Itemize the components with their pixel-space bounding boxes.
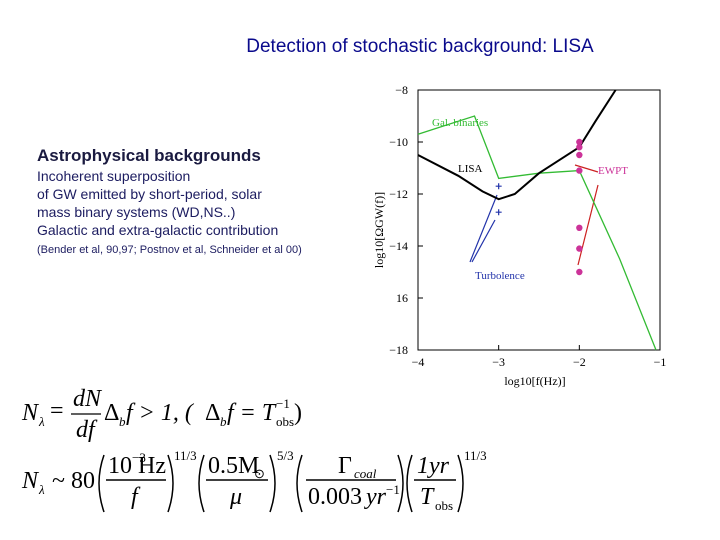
series-label: Gal. binaries	[432, 117, 488, 129]
series-label: Turbolence	[475, 270, 525, 282]
paren	[167, 454, 174, 513]
eq-sup: 11/3	[464, 448, 487, 463]
y-axis-label: log10[ΩGW(f)]	[372, 192, 386, 268]
eq-sub: b	[119, 414, 126, 429]
point	[576, 144, 583, 151]
point	[576, 167, 583, 174]
eq-term: ~ 80	[52, 468, 95, 494]
eq-term: f = T	[227, 400, 277, 426]
arrow	[471, 219, 496, 263]
plot-frame	[417, 89, 661, 351]
eq-term: N	[21, 400, 40, 426]
x-tick-label: −1	[654, 355, 667, 369]
x-axis-label: log10[f(Hz)]	[504, 374, 565, 388]
point	[576, 151, 583, 159]
eq-sup: −1	[276, 396, 290, 411]
point	[576, 245, 583, 252]
y-tick-label: −18	[389, 343, 408, 357]
plus-marker	[495, 183, 502, 190]
y-tick-label: 16	[396, 291, 408, 305]
y-tick-label: −10	[389, 135, 408, 149]
body-line: of GW emitted by short-period, solar	[37, 186, 262, 202]
x-tick-label: −4	[412, 355, 425, 369]
point	[576, 268, 583, 276]
paren	[269, 454, 276, 513]
slide-title: Detection of stochastic background: LISA	[246, 36, 594, 57]
eq-term: dN	[73, 386, 103, 412]
body-line: mass binary systems (WD,NS..)	[37, 204, 235, 220]
eq-sup: −3	[132, 450, 146, 465]
x-tick-label: −2	[573, 355, 586, 369]
paren	[406, 454, 413, 513]
y-tick-label: −14	[389, 239, 408, 253]
arrow	[469, 194, 498, 263]
body-line: Galactic and extra-galactic contribution	[37, 222, 278, 238]
paren	[98, 454, 105, 513]
point	[576, 138, 583, 146]
eq-sup: 5/3	[277, 448, 294, 463]
curve	[417, 89, 617, 201]
paren	[457, 454, 464, 513]
eq-sup: 11/3	[174, 448, 197, 463]
point	[576, 224, 583, 231]
eq-sub: ⊙	[254, 466, 265, 481]
eq-sub: obs	[435, 498, 453, 513]
eq-sub: λ	[38, 414, 45, 429]
arrow	[574, 164, 599, 173]
eq-sub: λ	[38, 482, 45, 497]
series-label: EWPT	[598, 165, 628, 177]
eq-sup: −1	[386, 482, 400, 497]
eq-term: yr	[364, 484, 387, 510]
eq-term: T	[420, 484, 435, 510]
figure: log10[ΩGW(f)] log10[f(Hz)] −8 −10 −12 −14 16…	[372, 83, 666, 388]
eq-term: =	[50, 398, 64, 424]
y-tick-label: −8	[395, 83, 408, 97]
paren	[296, 454, 303, 513]
equation-2-text: N λ ~ 80 10 −3 Hz f 11/3 0.5M ⊙ μ 5/3 Γ …	[21, 448, 487, 513]
eq-term: f	[131, 484, 141, 510]
series-label: LISA	[458, 163, 483, 175]
x-tick-label: −3	[492, 355, 505, 369]
paren	[198, 454, 205, 513]
body-line: Incoherent superposition	[37, 168, 190, 184]
eq-term: Δ	[205, 400, 220, 426]
eq-term: 0.003	[308, 484, 362, 510]
eq-term: Γ	[338, 453, 352, 479]
heading: Astrophysical backgrounds	[37, 146, 261, 165]
eq-term: N	[21, 468, 40, 494]
paren	[397, 454, 404, 513]
eq-term: Δ	[104, 400, 119, 426]
y-tick-label: −12	[389, 187, 408, 201]
eq-sub: b	[220, 414, 227, 429]
eq-term: )	[294, 400, 302, 426]
arrow	[577, 184, 599, 266]
eq-term: μ	[229, 484, 242, 510]
plus-marker	[495, 209, 502, 216]
equation-2	[98, 454, 464, 513]
citation: (Bender et al, 90,97; Postnov et al, Sch…	[37, 244, 302, 256]
eq-term: 1yr	[417, 453, 450, 479]
eq-term: Hz	[138, 453, 166, 479]
eq-sub: obs	[276, 414, 294, 429]
eq-term: f > 1, (	[126, 400, 195, 426]
eq-term: df	[76, 417, 98, 443]
eq-term: 10	[108, 453, 132, 479]
eq-term: 0.5M	[208, 453, 259, 479]
equation-1: N λ = dN df Δ b f > 1, ( Δ b f = T obs −…	[21, 386, 302, 443]
eq-sub: coal	[354, 466, 377, 481]
